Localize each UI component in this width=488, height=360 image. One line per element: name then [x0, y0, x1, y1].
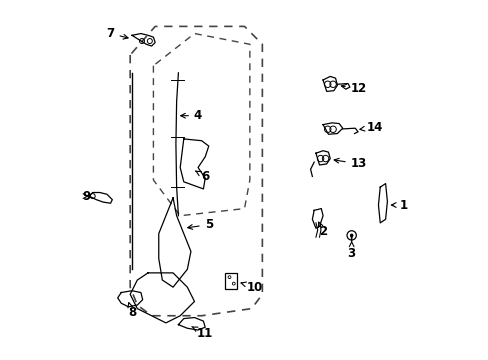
Text: 3: 3: [347, 241, 355, 260]
Polygon shape: [378, 184, 386, 223]
Text: 2: 2: [318, 222, 326, 238]
Circle shape: [349, 234, 353, 237]
Text: 10: 10: [241, 281, 263, 294]
Text: 6: 6: [195, 170, 209, 183]
Text: 9: 9: [82, 190, 91, 203]
Text: 4: 4: [180, 109, 202, 122]
Text: 11: 11: [191, 327, 213, 340]
Text: 5: 5: [187, 218, 212, 231]
Text: 14: 14: [359, 121, 382, 134]
Text: 13: 13: [333, 157, 366, 170]
Text: 1: 1: [390, 198, 407, 212]
Text: 7: 7: [106, 27, 128, 40]
Text: 12: 12: [341, 82, 366, 95]
Text: 8: 8: [127, 303, 136, 319]
